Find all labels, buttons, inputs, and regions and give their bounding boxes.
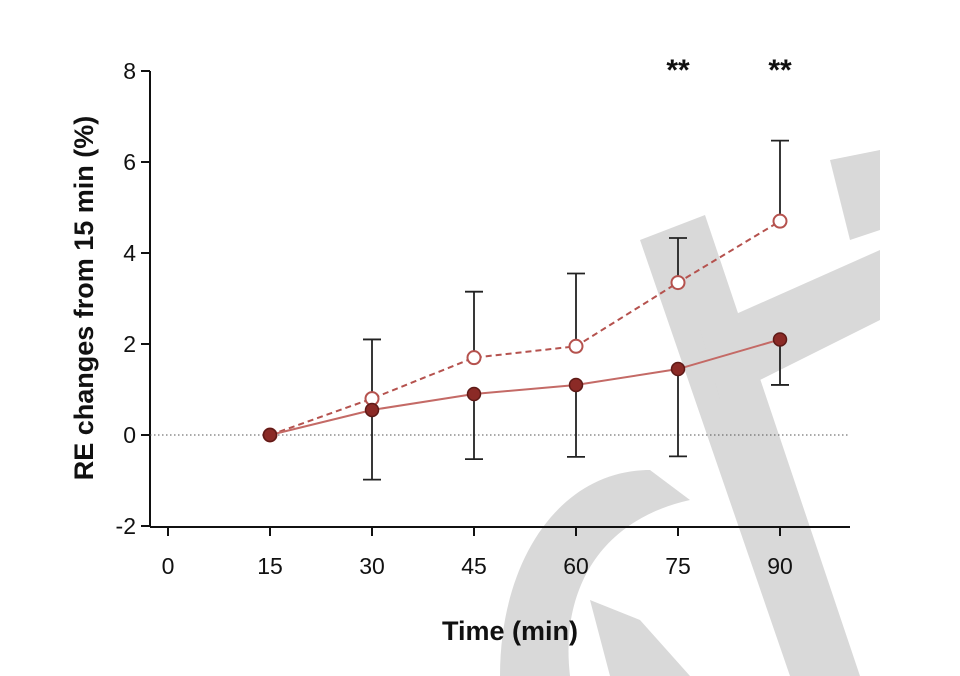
data-point-open <box>670 275 686 291</box>
y-tick-label: 0 <box>123 422 136 448</box>
axes <box>141 70 850 536</box>
plot-area <box>262 139 789 481</box>
y-tick-label: -2 <box>116 513 136 539</box>
data-point-filled <box>772 332 788 347</box>
x-tick-label: 15 <box>257 553 283 579</box>
significance-marker: ** <box>666 54 690 87</box>
watermark-shape <box>500 150 880 676</box>
x-tick-label: 75 <box>665 553 691 579</box>
data-point-open <box>568 338 584 354</box>
x-tick-label: 60 <box>563 553 589 579</box>
x-axis-title: Time (min) <box>442 616 578 646</box>
significance-marker: ** <box>768 54 792 87</box>
y-tick-label: 6 <box>123 149 136 175</box>
y-axis-title: RE changes from 15 min (%) <box>69 116 99 481</box>
x-tick-label: 0 <box>162 553 175 579</box>
x-tick-label: 30 <box>359 553 385 579</box>
data-point-filled <box>262 427 278 443</box>
x-tick-label: 45 <box>461 553 487 579</box>
y-tick-label: 8 <box>123 58 136 84</box>
data-point-open <box>466 350 482 366</box>
series-line-filled-circle-solid <box>269 338 781 436</box>
y-tick-label: 2 <box>123 331 136 357</box>
data-point-filled <box>670 361 686 377</box>
data-point-open <box>772 213 788 229</box>
data-point-filled <box>568 377 584 393</box>
data-point-filled <box>364 402 380 418</box>
data-point-filled <box>466 386 482 402</box>
series-line-open-circle-dashed <box>269 220 781 436</box>
y-tick-label: 4 <box>123 240 136 266</box>
x-tick-label: 90 <box>767 553 793 579</box>
tick-labels: -2 0 2 4 6 8 0 15 30 45 60 75 90 ** ** <box>116 54 793 579</box>
